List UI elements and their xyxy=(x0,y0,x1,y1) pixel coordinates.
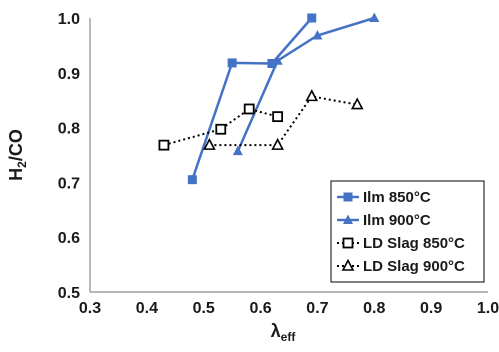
series-3-point xyxy=(158,139,170,151)
legend-item: LD Slag 850°C xyxy=(337,235,465,252)
x-tick-label: 1.0 xyxy=(477,300,499,317)
y-tick-label: 0.8 xyxy=(58,121,80,138)
series-3-point xyxy=(215,123,227,135)
series-4-point xyxy=(271,137,284,150)
legend-marker xyxy=(343,214,353,224)
series-2-point xyxy=(312,30,323,40)
x-axis-title-main: λ xyxy=(271,321,281,341)
legend-item: LD Slag 900°C xyxy=(337,258,465,275)
series-2 xyxy=(232,12,380,156)
legend-marker xyxy=(343,192,353,202)
series-1-line xyxy=(191,17,313,181)
x-tick-label: 0.5 xyxy=(193,300,215,317)
series-2-line xyxy=(236,16,375,152)
y-tick-labels: 0.5 0.6 0.7 0.8 0.9 1.0 xyxy=(58,11,80,302)
series-4-line xyxy=(209,95,358,147)
legend-label: LD Slag 850°C xyxy=(363,235,465,252)
y-axis-title: H2/CO xyxy=(6,129,29,181)
legend-label: Ilm 900°C xyxy=(363,212,431,229)
series-1 xyxy=(187,13,317,185)
legend: Ilm 850°C Ilm 900°C LD Slag 850°C LD Slag 9… xyxy=(330,180,485,283)
legend-marker xyxy=(341,258,355,271)
legend-item: Ilm 900°C xyxy=(337,212,431,229)
series-3-point xyxy=(272,111,284,123)
series-3-point xyxy=(243,103,255,115)
series-2-point xyxy=(232,145,243,156)
series-1-point xyxy=(187,175,197,185)
y-tick-label: 0.9 xyxy=(58,66,80,83)
x-tick-label: 0.4 xyxy=(136,300,158,317)
legend-label: LD Slag 900°C xyxy=(363,258,465,275)
series-3-line xyxy=(163,107,278,147)
y-axis-title-main: H xyxy=(6,168,26,181)
y-tick-label: 0.6 xyxy=(58,230,80,247)
x-tick-labels: 0.3 0.4 0.5 0.6 0.7 0.8 0.9 1.0 xyxy=(79,300,499,317)
y-axis-title-rest: /CO xyxy=(6,129,26,161)
x-axis-title-sub: eff xyxy=(281,330,297,344)
series-3 xyxy=(158,103,284,151)
series-4-point xyxy=(203,137,216,150)
x-tick-label: 0.3 xyxy=(79,300,101,317)
y-axis-title-sub: 2 xyxy=(15,161,29,168)
x-tick-label: 0.6 xyxy=(249,300,271,317)
legend-item: Ilm 850°C xyxy=(337,189,431,206)
x-tick-label: 0.7 xyxy=(306,300,328,317)
y-tick-label: 0.5 xyxy=(58,285,80,302)
legend-marker xyxy=(342,237,354,249)
series-2-point xyxy=(272,55,283,65)
x-tick-label: 0.9 xyxy=(420,300,442,317)
y-tick-label: 0.7 xyxy=(58,175,80,192)
y-tick-label: 1.0 xyxy=(58,11,80,28)
series-4-point xyxy=(350,97,364,110)
series-1-point xyxy=(267,58,277,68)
plot-area xyxy=(158,12,380,185)
series-1-point xyxy=(227,58,237,68)
series-2-point xyxy=(369,12,380,22)
series-4 xyxy=(203,89,364,150)
x-axis-title: λeff xyxy=(271,321,297,344)
axes xyxy=(89,18,488,293)
x-tick-label: 0.8 xyxy=(363,300,385,317)
series-4-point xyxy=(305,89,319,102)
series-1-point xyxy=(307,13,317,23)
legend-label: Ilm 850°C xyxy=(363,189,431,206)
